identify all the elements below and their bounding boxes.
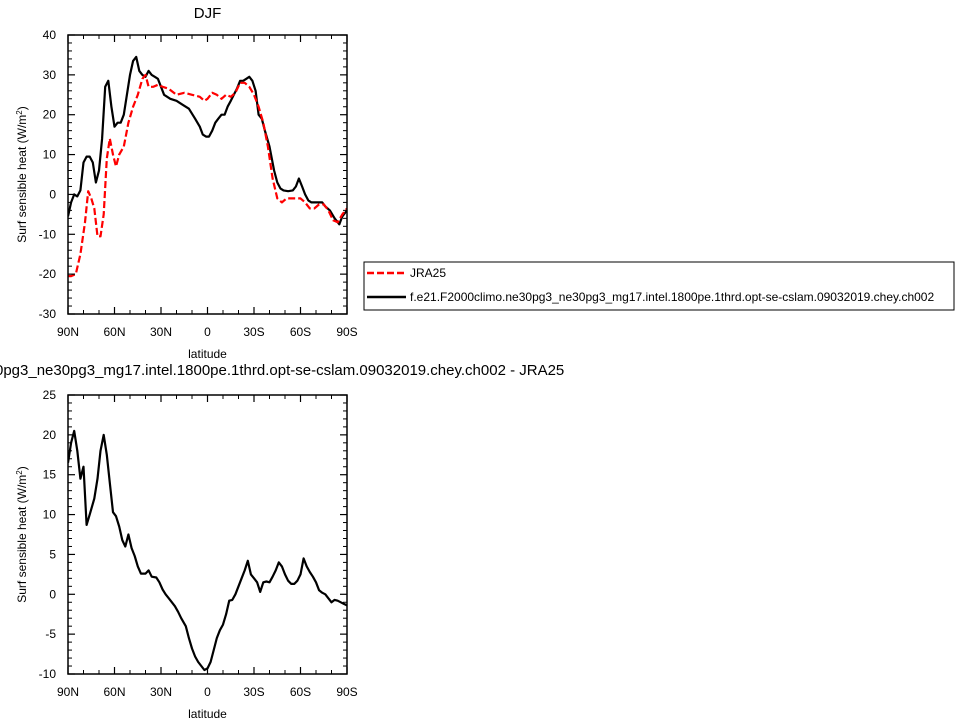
top-y-tick-label: 20 — [43, 108, 57, 122]
top-series-line-1 — [68, 55, 347, 226]
bottom-x-tick-label: 90S — [336, 685, 357, 699]
bottom-y-tick-label: 10 — [43, 508, 57, 522]
bottom-x-tick-label: 0 — [204, 685, 211, 699]
bottom-series-line-0 — [68, 429, 347, 672]
top-y-tick-label: -20 — [39, 267, 57, 281]
bottom-y-tick-label: -10 — [39, 667, 57, 681]
bottom-y-tick-label: 20 — [43, 428, 57, 442]
legend-label-model: f.e21.F2000climo.ne30pg3_ne30pg3_mg17.in… — [410, 290, 934, 304]
top-x-tick-label: 60N — [103, 325, 125, 339]
top-x-tick-label: 30N — [150, 325, 172, 339]
top-x-axis-label: latitude — [188, 347, 227, 361]
top-axis-ticks: 90N 60N 30N 0 30S 60S 90S -30 -20 -10 0 10 20 30 40 — [39, 28, 358, 339]
bottom-x-tick-label: 30S — [243, 685, 264, 699]
top-plot-frame — [67, 34, 348, 315]
top-y-tick-label: -30 — [39, 307, 57, 321]
top-y-tick-label: 30 — [43, 68, 57, 82]
bottom-x-tick-label: 60N — [103, 685, 125, 699]
bottom-plot-frame — [67, 394, 348, 675]
top-series-line-0 — [68, 73, 347, 278]
bottom-x-tick-label: 60S — [290, 685, 311, 699]
top-chart-title: DJF — [194, 5, 222, 22]
top-x-tick-label: 0 — [204, 325, 211, 339]
top-x-tick-label: 90S — [336, 325, 357, 339]
bottom-y-tick-label: 15 — [43, 468, 57, 482]
top-x-tick-label: 90N — [57, 325, 79, 339]
top-y-tick-label: 10 — [43, 148, 57, 162]
top-x-tick-label: 30S — [243, 325, 264, 339]
bottom-y-axis-label: Surf sensible heat (W/m2) — [15, 466, 30, 603]
top-y-tick-label: 40 — [43, 28, 57, 42]
top-x-tick-label: 60S — [290, 325, 311, 339]
legend-label-jra25: JRA25 — [410, 266, 446, 280]
legend-box — [363, 261, 955, 311]
bottom-x-tick-label: 90N — [57, 685, 79, 699]
bottom-line-chart: f.e21.F2000climo.ne30pg3_ne30pg3_mg17.in… — [0, 362, 564, 721]
bottom-y-tick-label: 25 — [43, 388, 57, 402]
top-y-tick-label: 0 — [49, 187, 56, 201]
top-line-chart: DJF 90N 60N 30N 0 30S 60S 90S -30 -20 -10 0 10 20 30 4… — [15, 5, 358, 361]
bottom-series-layer — [68, 429, 347, 672]
bottom-chart-title: f.e21.F2000climo.ne30pg3_ne30pg3_mg17.in… — [0, 362, 564, 379]
top-series-layer — [68, 55, 347, 278]
bottom-axis-ticks: 90N 60N 30N 0 30S 60S 90S -10 -5 0 5 10 15 20 25 — [39, 388, 358, 699]
top-chart-legend: JRA25 f.e21.F2000climo.ne30pg3_ne30pg3_m… — [363, 261, 955, 311]
top-y-axis-label: Surf sensible heat (W/m2) — [15, 106, 30, 243]
top-y-tick-label: -10 — [39, 227, 57, 241]
bottom-x-tick-label: 30N — [150, 685, 172, 699]
bottom-y-tick-label: 5 — [49, 547, 56, 561]
bottom-x-axis-label: latitude — [188, 707, 227, 721]
bottom-y-tick-label: 0 — [49, 587, 56, 601]
bottom-y-tick-label: -5 — [45, 627, 56, 641]
